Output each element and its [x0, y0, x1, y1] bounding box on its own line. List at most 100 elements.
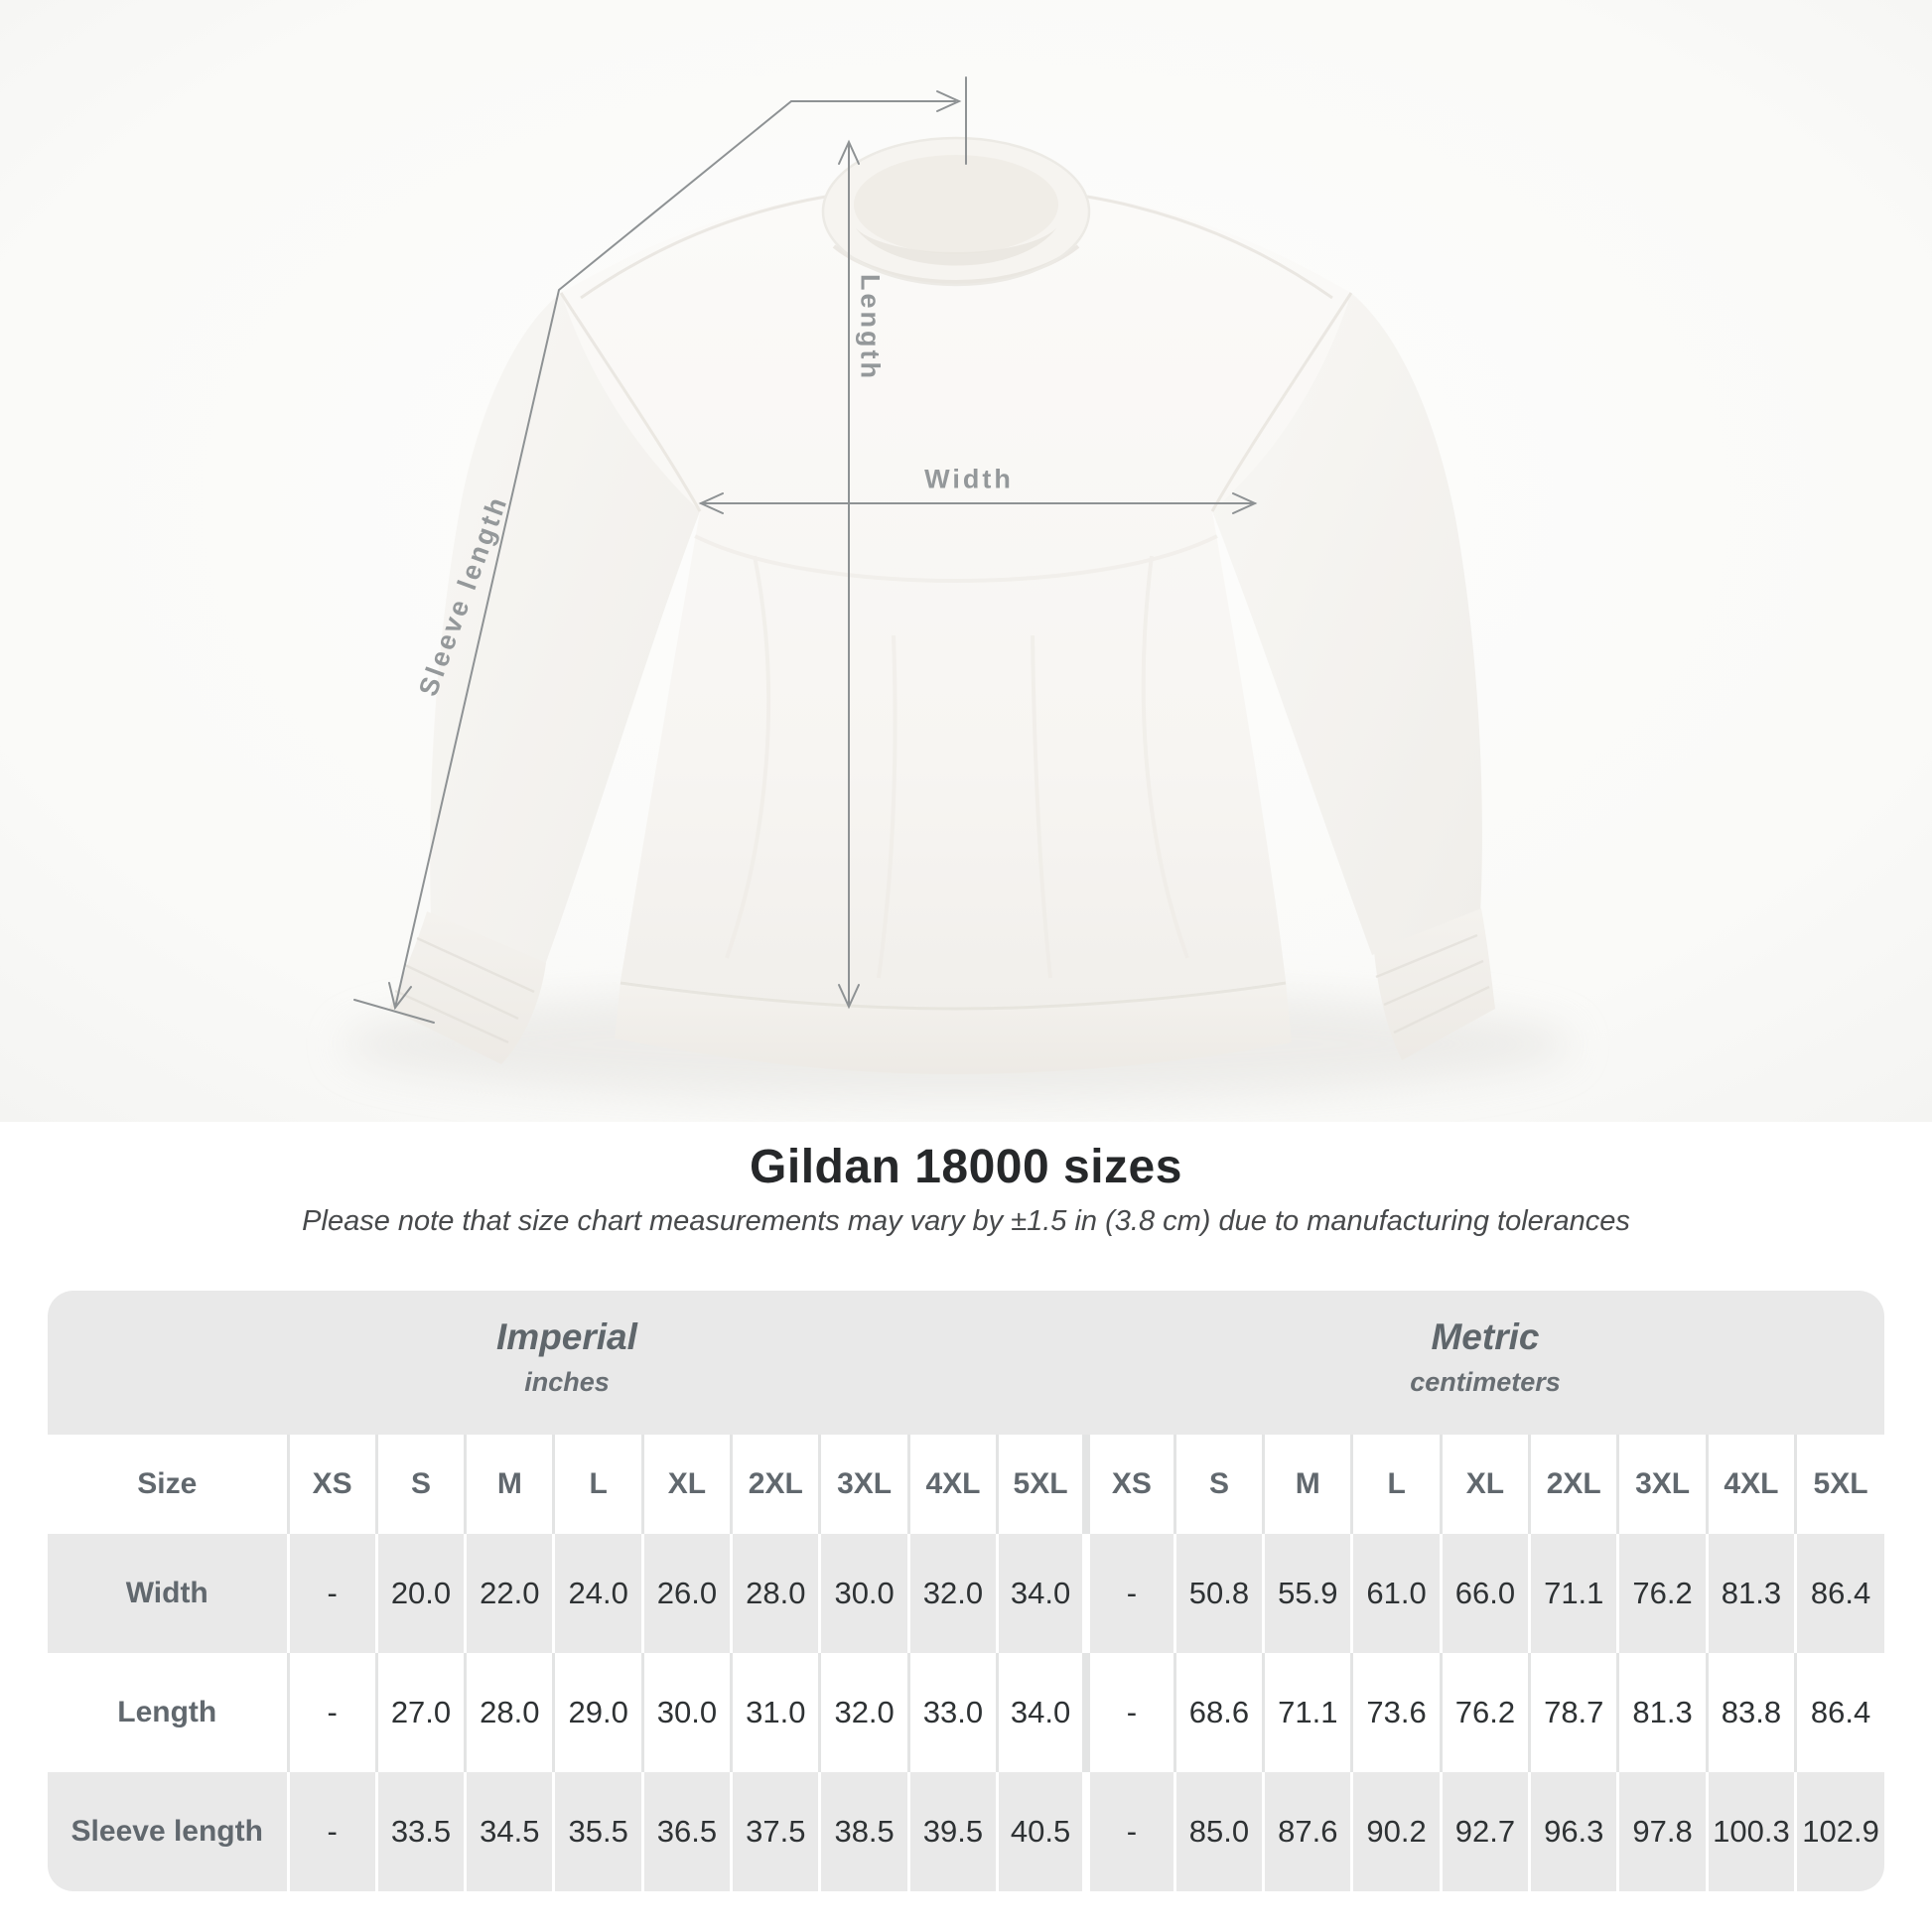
size-col-header-imperial: XL [640, 1435, 732, 1534]
measurement-cell-imperial: 33.5 [374, 1772, 466, 1891]
collar-edge [821, 136, 1091, 287]
sweatshirt [389, 136, 1495, 1074]
measurement-cell-imperial: 34.5 [464, 1772, 554, 1891]
measurement-cell-metric: 90.2 [1350, 1772, 1442, 1891]
sweatshirt-photo [0, 0, 1932, 1122]
measurement-cell-imperial: 40.5 [996, 1772, 1086, 1891]
size-col-header-metric: S [1173, 1435, 1264, 1534]
size-column-header: Size [48, 1435, 288, 1534]
size-col-header-imperial: XS [286, 1435, 377, 1534]
measurement-cell-metric: - [1081, 1772, 1175, 1891]
body [561, 197, 1351, 1007]
imperial-group-title: Imperial [496, 1316, 637, 1358]
measurement-cell-imperial: 36.5 [640, 1772, 732, 1891]
size-col-header-metric: M [1262, 1435, 1352, 1534]
width-arrow-left [698, 492, 724, 514]
size-col-header-imperial: S [374, 1435, 466, 1534]
seams [559, 195, 1353, 512]
measurement-cell-imperial: 33.0 [906, 1653, 998, 1772]
measurement-cell-metric: 73.6 [1350, 1653, 1442, 1772]
measurement-cell-metric: 85.0 [1173, 1772, 1264, 1891]
measurement-cell-metric: 86.4 [1794, 1534, 1884, 1653]
tolerance-note: Please note that size chart measurements… [302, 1205, 1630, 1237]
measurement-cell-metric: 92.7 [1439, 1772, 1530, 1891]
measurement-cell-metric: 86.4 [1794, 1653, 1884, 1772]
measurement-cell-imperial: 38.5 [818, 1772, 909, 1891]
measurement-cell-imperial: 24.0 [552, 1534, 643, 1653]
left-cuff [389, 911, 546, 1064]
measurement-cell-imperial: 29.0 [552, 1653, 643, 1772]
measurement-cell-metric: 100.3 [1705, 1772, 1796, 1891]
measurement-cell-metric: 76.2 [1439, 1653, 1530, 1772]
table-row: Sleeve length -33.5 34.5 35.5 36.5 37.5 38.5 39… [48, 1772, 1884, 1891]
row-label: Length [48, 1653, 288, 1772]
right-sleeve [1212, 293, 1482, 955]
sleeve-length-line [394, 100, 792, 1009]
size-header-row: Size XS S M L XL 2XL 3XL 4XL 5XL XS S M L XL 2XL 3XL 4XL… [48, 1435, 1884, 1534]
imperial-group-unit: inches [524, 1366, 610, 1397]
measurement-cell-imperial: 27.0 [374, 1653, 466, 1772]
measurement-cell-imperial: - [286, 1534, 377, 1653]
unit-group-row: Imperial inches Metric centimeters [48, 1291, 1884, 1435]
measurement-cell-imperial: 22.0 [464, 1534, 554, 1653]
size-col-header-metric: L [1350, 1435, 1442, 1534]
size-col-header-metric: XS [1081, 1435, 1175, 1534]
measurement-cell-metric: 55.9 [1262, 1534, 1352, 1653]
measurement-cell-imperial: 26.0 [640, 1534, 732, 1653]
sleeve-length-endcap [353, 999, 435, 1024]
measurement-cell-imperial: 34.0 [996, 1534, 1086, 1653]
measurement-cell-imperial: 37.5 [730, 1772, 820, 1891]
metric-group-title: Metric [1431, 1316, 1540, 1358]
measurement-cell-imperial: 31.0 [730, 1653, 820, 1772]
collar-inner-shadow [856, 228, 1056, 266]
table-row: Length -27.0 28.0 29.0 30.0 31.0 32.0 33.0 34.0-… [48, 1653, 1884, 1772]
measurement-cell-imperial: 35.5 [552, 1772, 643, 1891]
right-cuff [1374, 908, 1495, 1060]
measurement-cell-metric: 50.8 [1173, 1534, 1264, 1653]
length-arrow-top [838, 139, 860, 165]
measurement-cell-imperial: 28.0 [730, 1534, 820, 1653]
measurement-cell-metric: 71.1 [1262, 1653, 1352, 1772]
measurement-cell-metric: 76.2 [1616, 1534, 1708, 1653]
measurement-rows: Width -20.0 22.0 24.0 26.0 28.0 30.0 32.0 34.0-5… [48, 1534, 1884, 1891]
measurement-cell-metric: - [1081, 1534, 1175, 1653]
measurement-cell-imperial: - [286, 1653, 377, 1772]
table-row: Width -20.0 22.0 24.0 26.0 28.0 30.0 32.0 34.0-5… [48, 1534, 1884, 1653]
width-annotation-label: Width [924, 464, 1014, 494]
size-col-header-imperial: 2XL [730, 1435, 820, 1534]
measurement-cell-metric: 83.8 [1705, 1653, 1796, 1772]
measurement-cell-metric: 97.8 [1616, 1772, 1708, 1891]
imperial-group-header: Imperial inches [48, 1291, 1086, 1435]
left-sleeve [430, 293, 700, 968]
size-col-header-imperial: L [552, 1435, 643, 1534]
measurement-cell-imperial: 30.0 [640, 1653, 732, 1772]
measurement-cell-metric: 87.6 [1262, 1772, 1352, 1891]
size-col-header-imperial: 4XL [906, 1435, 998, 1534]
measurement-cell-metric: 71.1 [1528, 1534, 1618, 1653]
size-col-header-metric: 5XL [1794, 1435, 1884, 1534]
collar-inner-back [854, 155, 1058, 254]
measurement-cell-imperial: 30.0 [818, 1534, 909, 1653]
size-col-header-metric: XL [1439, 1435, 1530, 1534]
measurement-cell-imperial: 28.0 [464, 1653, 554, 1772]
measurement-cell-metric: 78.7 [1528, 1653, 1618, 1772]
length-arrow-bottom [838, 984, 860, 1010]
measurement-cell-imperial: 34.0 [996, 1653, 1086, 1772]
measurement-cell-metric: 61.0 [1350, 1534, 1442, 1653]
measurement-cell-imperial: 39.5 [906, 1772, 998, 1891]
size-col-header-imperial: 5XL [996, 1435, 1086, 1534]
measurement-cell-imperial: 32.0 [818, 1653, 909, 1772]
size-table: Imperial inches Metric centimeters Size … [48, 1291, 1884, 1891]
hem-band [615, 981, 1292, 1074]
size-col-header-imperial: 3XL [818, 1435, 909, 1534]
measurement-cell-metric: 96.3 [1528, 1772, 1618, 1891]
measurement-cell-metric: 66.0 [1439, 1534, 1530, 1653]
measurement-cell-metric: - [1081, 1653, 1175, 1772]
page-title: Gildan 18000 sizes [750, 1141, 1182, 1193]
width-arrow-right [1232, 492, 1258, 514]
measurement-cell-metric: 68.6 [1173, 1653, 1264, 1772]
size-col-header-imperial: M [464, 1435, 554, 1534]
row-label: Width [48, 1534, 288, 1653]
size-table-grid: Imperial inches Metric centimeters Size … [48, 1291, 1884, 1891]
